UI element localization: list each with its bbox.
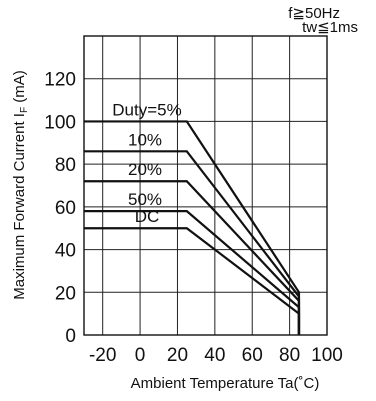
condition-pulse-width: tw≦1ms	[302, 19, 358, 36]
series-line	[84, 210, 301, 335]
x-axis-label: Ambient Temperature Ta(˚C)	[131, 375, 320, 392]
plot-frame	[83, 35, 328, 336]
y-tick-label: 60	[55, 198, 76, 219]
series-line	[84, 227, 301, 335]
series-label: 20%	[128, 160, 162, 179]
x-tick-label: 0	[135, 345, 146, 366]
x-tick-label: 80	[279, 345, 300, 366]
y-tick-label: 20	[55, 283, 76, 304]
y-tick-label: 0	[65, 326, 76, 347]
x-tick-label: 100	[311, 345, 343, 366]
y-tick-label: 40	[55, 241, 76, 262]
y-tick-label: 80	[55, 155, 76, 176]
series-label: 50%	[128, 190, 162, 209]
y-tick-label: 100	[44, 112, 76, 133]
series-line	[84, 180, 301, 335]
x-tick-label: 20	[167, 345, 188, 366]
x-tick-label: 60	[242, 345, 263, 366]
y-tick-label: 120	[44, 70, 76, 91]
condition-frequency: f≧50Hz	[288, 5, 340, 22]
series-label: DC	[135, 207, 160, 226]
series-label: Duty=5%	[112, 100, 181, 119]
x-tick-label: -20	[89, 345, 116, 366]
x-tick-label: 40	[204, 345, 225, 366]
series-label: 10%	[128, 130, 162, 149]
y-axis-label: Maximum Forward Current IF (mA)	[11, 70, 30, 299]
